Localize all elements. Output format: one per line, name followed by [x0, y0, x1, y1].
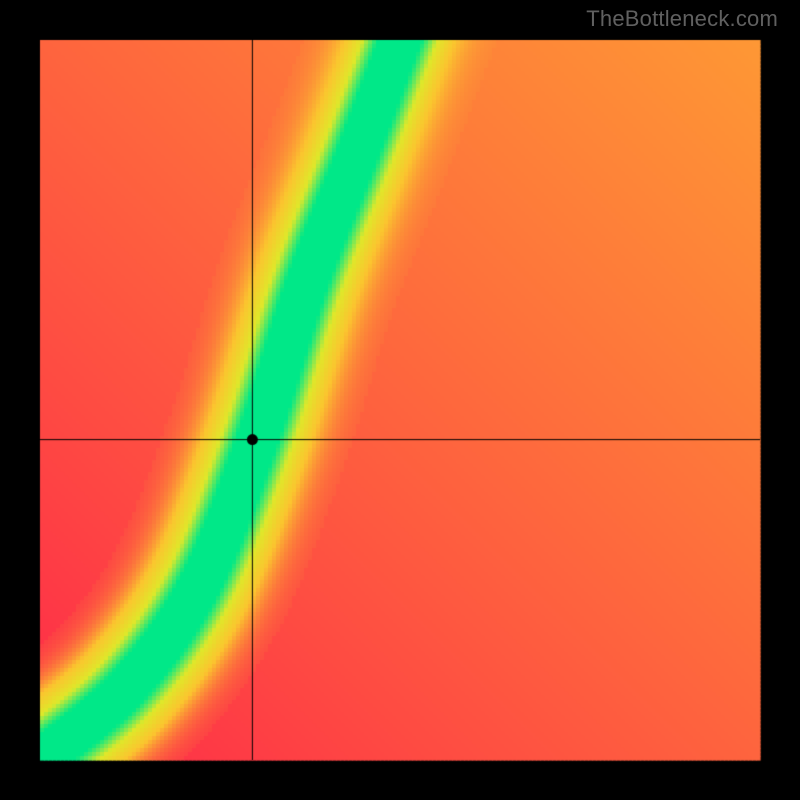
watermark-text: TheBottleneck.com	[586, 6, 778, 32]
chart-container: TheBottleneck.com	[0, 0, 800, 800]
heatmap-canvas	[0, 0, 800, 800]
